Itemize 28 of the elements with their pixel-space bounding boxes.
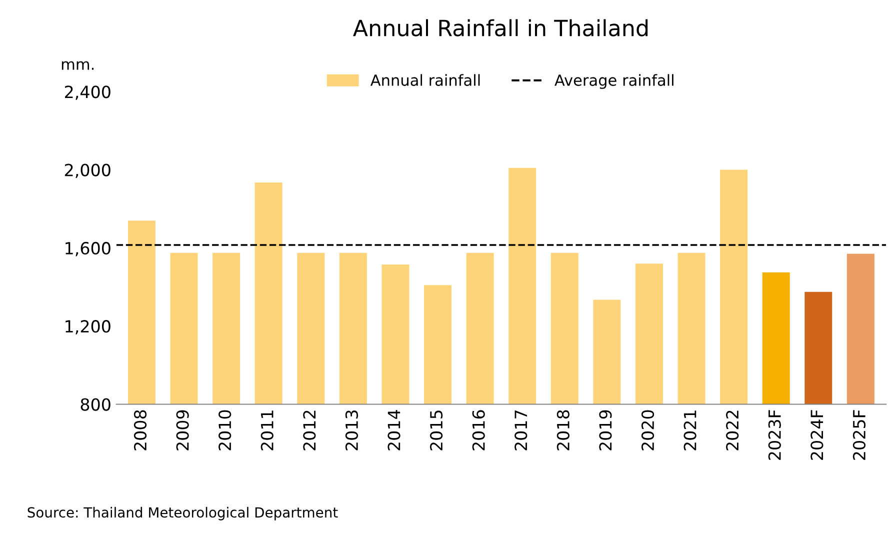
x-tick-label: 2017 xyxy=(514,410,528,450)
x-tick-label: 2023F xyxy=(768,410,781,460)
x-tick-label: 2008 xyxy=(134,410,147,450)
x-tick-label: 2019 xyxy=(599,410,612,450)
y-tick-label: 1,600 xyxy=(66,242,110,256)
x-tick-label: 2025F xyxy=(852,410,866,460)
x-tick-label: 2020 xyxy=(641,410,654,450)
x-tick-label: 2018 xyxy=(556,410,570,450)
y-axis-title: mm. xyxy=(62,61,94,70)
legend-label: Average rainfall xyxy=(554,74,674,89)
y-tick-label: 2,000 xyxy=(64,164,110,178)
x-tick-label: 2015 xyxy=(430,410,443,450)
x-tick-label: 2011 xyxy=(260,410,274,450)
y-tick-label: 1,200 xyxy=(66,320,110,334)
legend-label: Annual rainfall xyxy=(370,74,480,86)
source-note: Source: Thailand Meteorological Department xyxy=(28,506,338,520)
x-tick-label: 2022 xyxy=(726,410,739,450)
x-tick-label: 2012 xyxy=(303,410,316,450)
x-tick-label: 2014 xyxy=(388,410,400,450)
x-tick-label: 2021 xyxy=(684,410,696,450)
x-tick-label: 2010 xyxy=(218,410,232,450)
x-tick-label: 2013 xyxy=(345,410,358,450)
x-tick-label: 2024F xyxy=(810,410,824,460)
chart-title: Annual Rainfall in Thailand xyxy=(353,19,648,36)
y-tick-label: 800 xyxy=(80,398,110,411)
x-tick-label: 2016 xyxy=(472,410,485,450)
y-tick-label: 2,400 xyxy=(64,86,110,100)
x-tick-label: 2009 xyxy=(176,410,189,450)
